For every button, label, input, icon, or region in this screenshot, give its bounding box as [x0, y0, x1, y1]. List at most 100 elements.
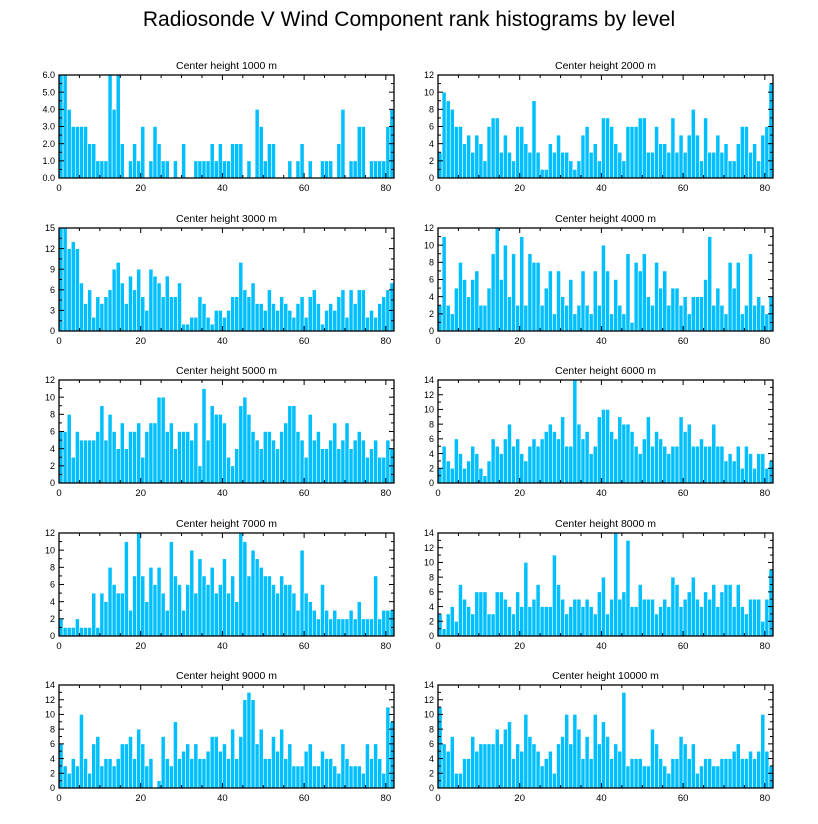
histogram-bar	[136, 160, 142, 179]
y-tick-label: 8	[50, 724, 55, 734]
histogram-bar	[597, 591, 602, 637]
x-tick-label: 20	[514, 641, 525, 652]
histogram-bar	[124, 303, 129, 332]
histogram-bar	[556, 743, 561, 789]
histogram-bar	[226, 592, 231, 637]
histogram-bar	[760, 714, 766, 789]
histogram-bar	[107, 289, 113, 332]
histogram-bar	[340, 743, 346, 789]
histogram-bar	[564, 151, 570, 179]
histogram-bar	[576, 598, 582, 637]
y-tick-label: 4	[429, 754, 434, 764]
histogram-bar	[311, 439, 317, 484]
histogram-bar	[678, 736, 684, 789]
histogram-bar	[539, 765, 545, 789]
histogram-bar	[629, 322, 635, 332]
histogram-bar	[441, 743, 447, 789]
histogram-bar	[66, 627, 72, 637]
y-tick-label: 3.0	[42, 122, 55, 132]
histogram-bar	[494, 227, 500, 332]
histogram-bar	[136, 532, 142, 637]
y-tick-label: 6	[50, 427, 55, 437]
histogram-bar	[62, 627, 68, 637]
histogram-bar	[160, 296, 166, 332]
histogram-bar	[218, 750, 223, 789]
histogram-bar	[650, 728, 655, 789]
histogram-bar	[605, 270, 610, 332]
y-tick-label: 10	[424, 87, 434, 97]
panel-title: Center height 8000 m	[555, 518, 656, 530]
histogram-bar	[124, 743, 129, 789]
histogram-bar	[111, 584, 117, 637]
histogram-bar	[95, 431, 101, 484]
histogram-bar	[486, 613, 492, 637]
histogram-bar	[152, 126, 158, 179]
histogram-bar	[262, 160, 268, 179]
histogram-bar	[132, 758, 137, 789]
histogram-bar	[678, 134, 684, 179]
histogram-bar	[548, 423, 553, 484]
histogram-bar	[262, 310, 268, 332]
histogram-bar	[568, 279, 574, 332]
histogram-bar	[377, 456, 383, 484]
histogram-bar	[584, 126, 590, 179]
histogram-bar	[369, 758, 374, 789]
x-tick-label: 80	[760, 183, 771, 194]
histogram-bar	[205, 160, 211, 179]
histogram-bar	[62, 431, 68, 484]
histogram-bar	[83, 627, 88, 637]
histogram-bar	[99, 592, 105, 637]
x-tick-label: 60	[678, 488, 689, 499]
histogram-bar	[490, 253, 496, 332]
histogram-bar	[218, 143, 223, 179]
histogram-bar	[568, 743, 574, 789]
histogram-bar	[617, 750, 623, 789]
histogram-bar	[629, 431, 635, 484]
histogram-bar	[641, 438, 647, 484]
y-tick-label: 2	[429, 309, 434, 319]
histogram-bar	[719, 445, 725, 484]
histogram-bar	[136, 728, 142, 789]
y-tick-label: 4	[50, 754, 55, 764]
histogram-bar	[283, 758, 289, 789]
x-tick-label: 40	[217, 793, 228, 804]
histogram-bar	[605, 117, 610, 179]
histogram-bar	[115, 448, 121, 484]
y-tick-label: 10	[424, 405, 434, 415]
histogram-bar	[226, 456, 231, 484]
histogram-bar	[107, 567, 113, 637]
histogram-bar	[498, 591, 504, 637]
histogram-bar	[320, 160, 325, 179]
histogram-bar	[230, 728, 235, 789]
histogram-bar	[295, 765, 301, 789]
histogram-bar	[674, 758, 680, 789]
histogram-bar	[352, 303, 358, 332]
histogram-bar	[711, 151, 717, 179]
histogram-bar	[87, 772, 92, 789]
histogram-bar	[173, 721, 178, 789]
histogram-bar	[658, 143, 663, 179]
histogram-bar	[650, 151, 655, 179]
histogram-bar	[262, 758, 268, 789]
histogram-bar	[670, 758, 676, 789]
y-tick-label: 10	[424, 710, 434, 720]
histogram-bar	[295, 431, 301, 484]
histogram-bar	[234, 758, 240, 789]
histogram-bar	[230, 143, 235, 179]
histogram-bar	[511, 613, 516, 637]
histogram-bar	[731, 750, 737, 789]
histogram-bar	[87, 627, 92, 637]
histogram-bar	[637, 453, 643, 484]
y-tick-label: 8	[50, 410, 55, 420]
histogram-bar	[132, 289, 137, 332]
histogram-bar	[193, 316, 199, 332]
histogram-bar	[503, 728, 508, 789]
histogram-bar	[474, 270, 480, 332]
histogram-bar	[83, 126, 88, 179]
histogram-bar	[132, 575, 137, 637]
x-tick-label: 40	[596, 488, 607, 499]
histogram-bar	[740, 758, 745, 789]
y-tick-label: 14	[424, 375, 434, 385]
histogram-bar	[222, 743, 227, 789]
histogram-bar	[715, 445, 721, 484]
